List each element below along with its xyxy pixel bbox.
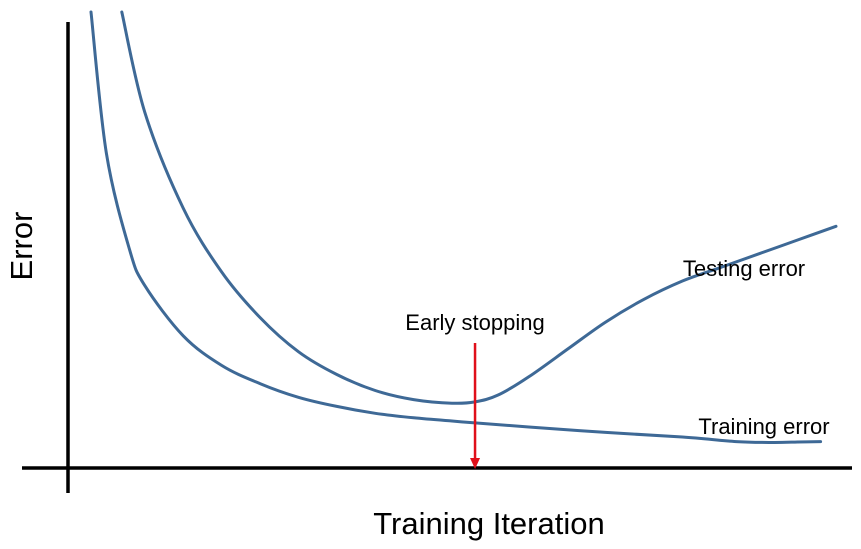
curves-layer — [89, 10, 838, 445]
training-error-label: Training error — [698, 414, 829, 439]
training-error-line — [89, 10, 823, 445]
testing-error-label: Testing error — [683, 256, 805, 281]
early-stopping-arrowhead — [470, 458, 481, 469]
early-stopping-label: Early stopping — [405, 310, 544, 335]
y-axis-label: Error — [4, 212, 39, 281]
annotation-layer — [470, 343, 481, 469]
x-axis-label: Training Iteration — [373, 506, 604, 541]
testing-error-line — [120, 10, 838, 405]
